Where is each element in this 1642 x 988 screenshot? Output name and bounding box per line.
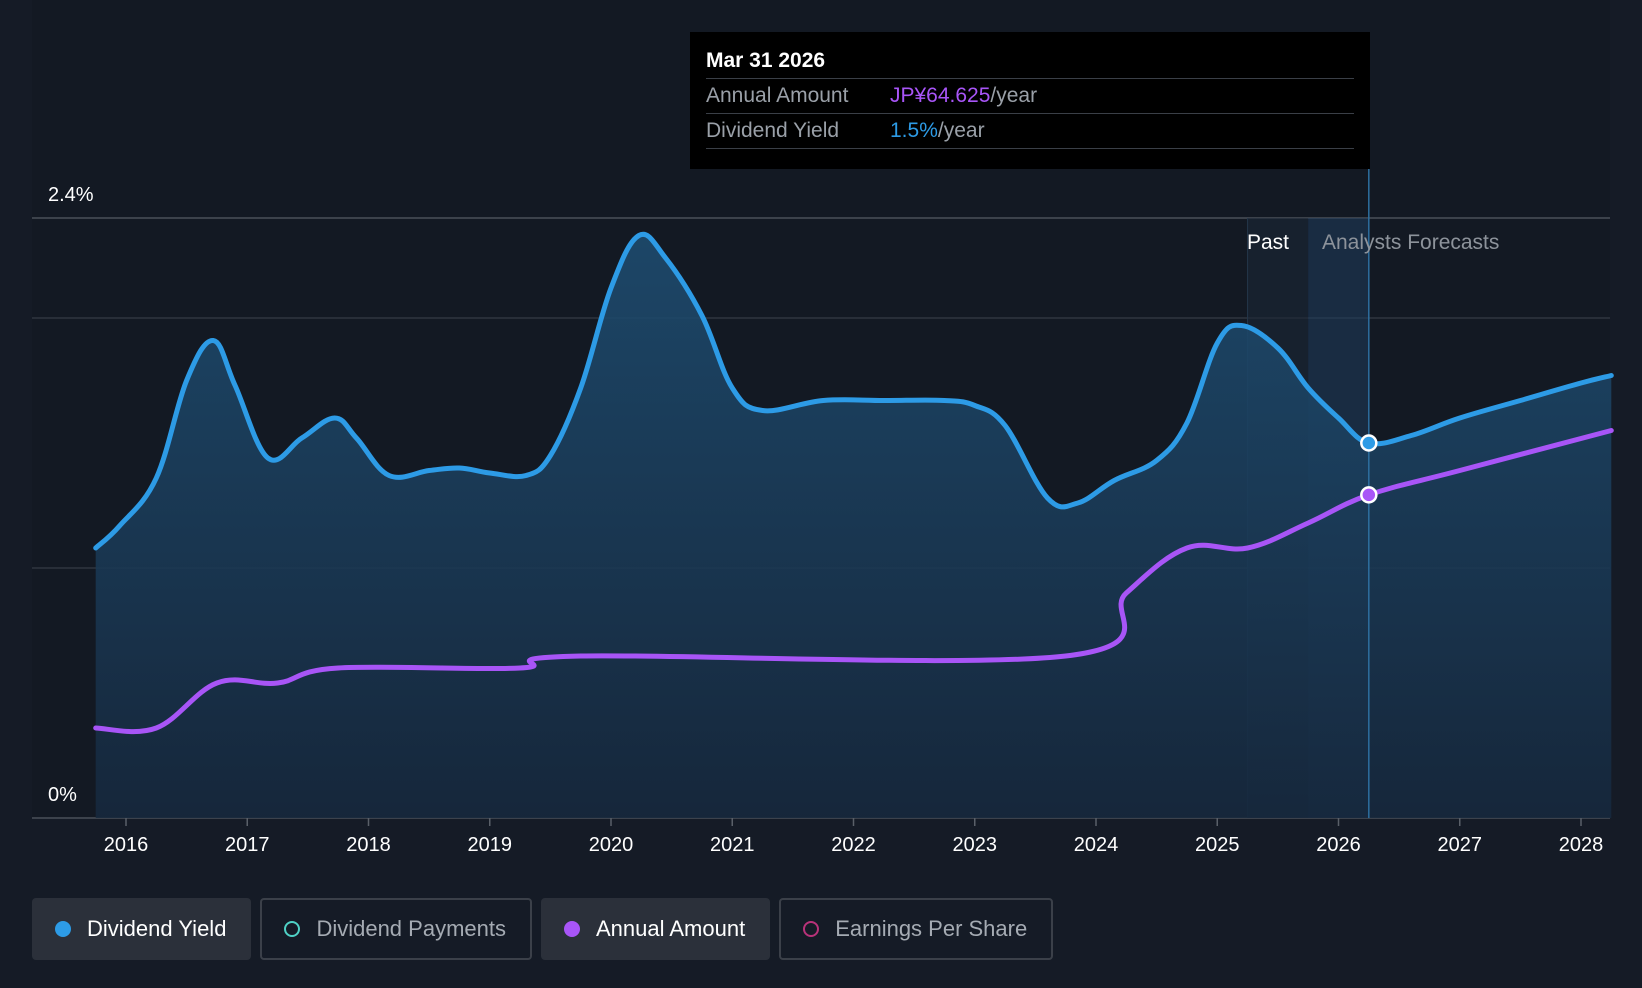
x-tick-label: 2024: [1074, 834, 1119, 856]
legend-annual-amount-button[interactable]: Annual Amount: [540, 898, 771, 960]
x-tick-label: 2026: [1316, 834, 1361, 856]
legend-dividend-payments-button[interactable]: Dividend Payments: [260, 898, 532, 960]
dividend-yield-marker: [1360, 434, 1378, 452]
dividend-yield-area: [95, 234, 1612, 818]
legend-earnings-per-share-label: Earnings Per Share: [835, 916, 1028, 941]
x-tick-label: 2028: [1559, 834, 1604, 856]
x-tick-label: 2020: [589, 834, 634, 856]
legend-dividend-payments-label: Dividend Payments: [316, 916, 506, 941]
tooltip-annual-amount-value: JP¥64.625: [890, 84, 991, 107]
tooltip-date: Mar 31 2026: [706, 46, 1354, 79]
tooltip-dividend-yield-unit: /year: [937, 119, 985, 142]
past-label: Past: [1247, 231, 1289, 254]
tooltip-row-dividend-yield: Dividend Yield 1.5%/year: [706, 114, 1354, 149]
legend-dividend-yield-label: Dividend Yield: [87, 916, 227, 941]
chart-legend: Dividend Yield Dividend Payments Annual …: [32, 898, 1054, 960]
y-axis-max-label: 2.4%: [48, 184, 94, 206]
legend-dividend-yield-button[interactable]: Dividend Yield: [32, 898, 252, 960]
x-tick-label: 2018: [346, 834, 391, 856]
tooltip-dividend-yield-label: Dividend Yield: [706, 119, 840, 142]
tooltip-dividend-yield-value: 1.5%: [890, 119, 938, 142]
hover-tooltip: Mar 31 2026 Annual Amount JP¥64.625/year…: [690, 32, 1370, 169]
forecast-label: Analysts Forecasts: [1322, 231, 1499, 254]
earnings-per-share-ring-icon: [803, 921, 820, 937]
dividend-yield-dot-icon: [55, 921, 71, 937]
annual-amount-dot-icon: [563, 921, 580, 937]
tooltip-row-annual-amount: Annual Amount JP¥64.625/year: [706, 79, 1354, 114]
annual-amount-line: [93, 428, 1614, 735]
x-tick-label: 2021: [710, 834, 755, 856]
tooltip-annual-amount-unit: /year: [990, 84, 1038, 107]
x-tick-label: 2016: [104, 834, 149, 856]
x-tick-label: 2025: [1195, 834, 1240, 856]
legend-earnings-per-share-button[interactable]: Earnings Per Share: [779, 898, 1054, 960]
tooltip-annual-amount-label: Annual Amount: [706, 84, 849, 107]
x-tick-label: 2019: [468, 834, 513, 856]
annual-amount-marker: [1360, 486, 1378, 504]
x-tick-label: 2017: [225, 834, 270, 856]
legend-annual-amount-label: Annual Amount: [595, 916, 746, 941]
dividend-yield-line: [93, 231, 1614, 551]
x-tick-label: 2027: [1438, 834, 1483, 856]
x-tick-label: 2022: [831, 834, 876, 856]
x-tick-label: 2023: [953, 834, 998, 856]
y-axis-min-label: 0%: [48, 784, 77, 806]
dividend-payments-ring-icon: [284, 921, 301, 937]
